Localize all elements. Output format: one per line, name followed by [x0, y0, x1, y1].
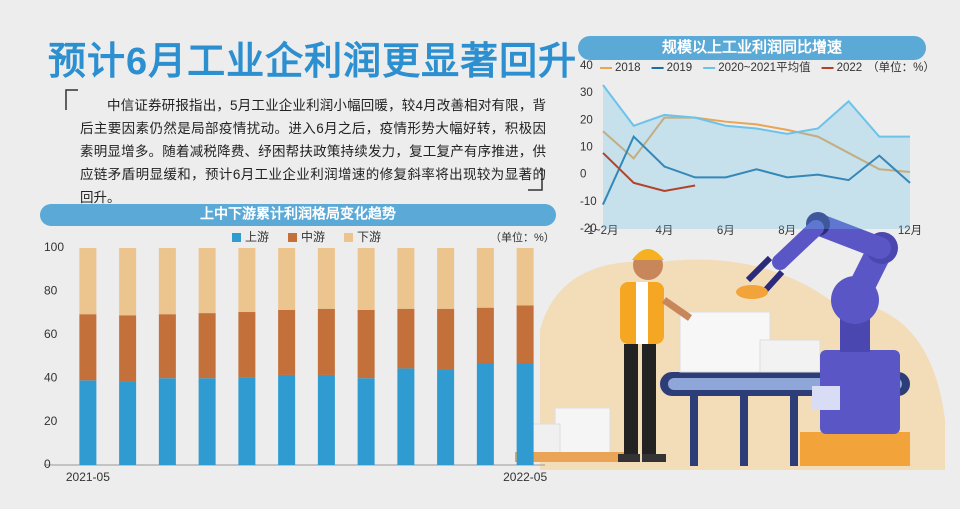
- bar-segment: [158, 314, 176, 379]
- bar-segment: [198, 313, 216, 379]
- chart-title: 规模以上工业利润同比增速: [662, 38, 842, 56]
- line: [602, 116, 911, 173]
- bar-segment: [79, 314, 97, 381]
- y-tick-label: 40: [580, 60, 593, 72]
- paragraph: 中信证券研报指出，5月工业企业利润小幅回暖，较4月改善相对有限，背后主要因素仍然…: [80, 98, 546, 205]
- legend-swatch: [288, 233, 297, 242]
- legend-label: 2022: [837, 62, 863, 74]
- y-tick-label: 40: [44, 370, 58, 384]
- bracket: [528, 168, 543, 191]
- box: [679, 311, 771, 373]
- bar-segment: [357, 309, 375, 379]
- bar-segment: [198, 248, 216, 314]
- legend-swatch: [344, 233, 353, 242]
- bar-segment: [119, 248, 137, 316]
- bar-segment: [278, 374, 296, 465]
- pallet: [515, 452, 625, 462]
- bar-segment: [437, 308, 455, 370]
- y-tick-label: 100: [44, 240, 64, 254]
- bar-segment: [397, 368, 415, 465]
- bar-segment: [79, 248, 97, 315]
- bar-segment: [278, 309, 296, 375]
- y-tick-label: 0: [580, 169, 586, 181]
- x-tick-label: 2021-05: [66, 470, 110, 484]
- bar-segment: [317, 248, 335, 309]
- y-tick-label: 80: [44, 284, 58, 298]
- bar-segment: [119, 315, 137, 382]
- banner: [578, 36, 926, 60]
- bar-segment: [79, 380, 97, 465]
- chart-title: 上中下游累计利润格局变化趋势: [200, 206, 396, 222]
- unit-label: （单位：%）: [490, 230, 555, 244]
- robot: [736, 212, 910, 466]
- box: [554, 407, 611, 454]
- bar-segment: [437, 248, 455, 309]
- x-tick-label: 8月: [778, 225, 796, 237]
- line: [602, 84, 910, 138]
- y-tick-label: 0: [44, 457, 51, 471]
- x-tick-label: 6月: [717, 225, 735, 237]
- bar-segment: [357, 248, 375, 310]
- bar-segment: [516, 248, 534, 306]
- bar-segment: [516, 363, 534, 465]
- y-tick-label: 10: [580, 142, 593, 154]
- y-tick-label: 30: [580, 87, 593, 99]
- bracket: [65, 89, 78, 110]
- conveyor-legs: [690, 396, 798, 466]
- bar-segment: [317, 308, 335, 375]
- x-tick-label: 12月: [898, 225, 922, 237]
- bar-segment: [516, 305, 534, 364]
- unit-label: （单位：%）: [867, 60, 935, 74]
- bar-segment: [158, 248, 176, 315]
- bar-segment: [119, 381, 137, 465]
- x-tick-label: 2022-05: [503, 470, 547, 484]
- legend-label: 上游: [245, 230, 269, 244]
- bar-segment: [238, 312, 256, 378]
- legend-swatch: [232, 233, 241, 242]
- area: [603, 85, 910, 230]
- y-tick-label: 20: [580, 114, 593, 126]
- bar-segment: [158, 378, 176, 465]
- bar-segment: [397, 248, 415, 309]
- y-tick-label: 60: [44, 327, 58, 341]
- x-tick-label: 4月: [655, 225, 673, 237]
- line: [602, 152, 696, 192]
- bar-segment: [476, 363, 494, 465]
- line: [602, 134, 911, 205]
- bar-segment: [476, 307, 494, 364]
- legend-label: 2018: [615, 62, 641, 74]
- legend-label: 中游: [301, 229, 325, 244]
- bar-segment: [278, 248, 296, 310]
- bar-segment: [317, 374, 335, 465]
- legend-label: 2020~2021平均值: [718, 61, 811, 74]
- bar-segment: [437, 369, 455, 465]
- legend-label: 下游: [357, 230, 381, 244]
- bar-segment: [476, 248, 494, 308]
- y-tick-label: -10: [580, 196, 597, 208]
- bar-segment: [238, 248, 256, 313]
- banner: [40, 204, 556, 226]
- x-tick-label: 1~2月: [587, 225, 618, 237]
- bar-segment: [397, 308, 415, 369]
- bar-segment: [198, 378, 216, 465]
- y-tick-label: -20: [580, 223, 597, 235]
- box: [759, 339, 821, 373]
- y-tick-label: 20: [44, 414, 58, 428]
- legend-label: 2019: [667, 62, 693, 74]
- bar-segment: [238, 377, 256, 465]
- worker: [618, 249, 692, 462]
- page-title: 预计6月工业企利润更显著回升: [48, 41, 578, 83]
- bar-segment: [357, 378, 375, 465]
